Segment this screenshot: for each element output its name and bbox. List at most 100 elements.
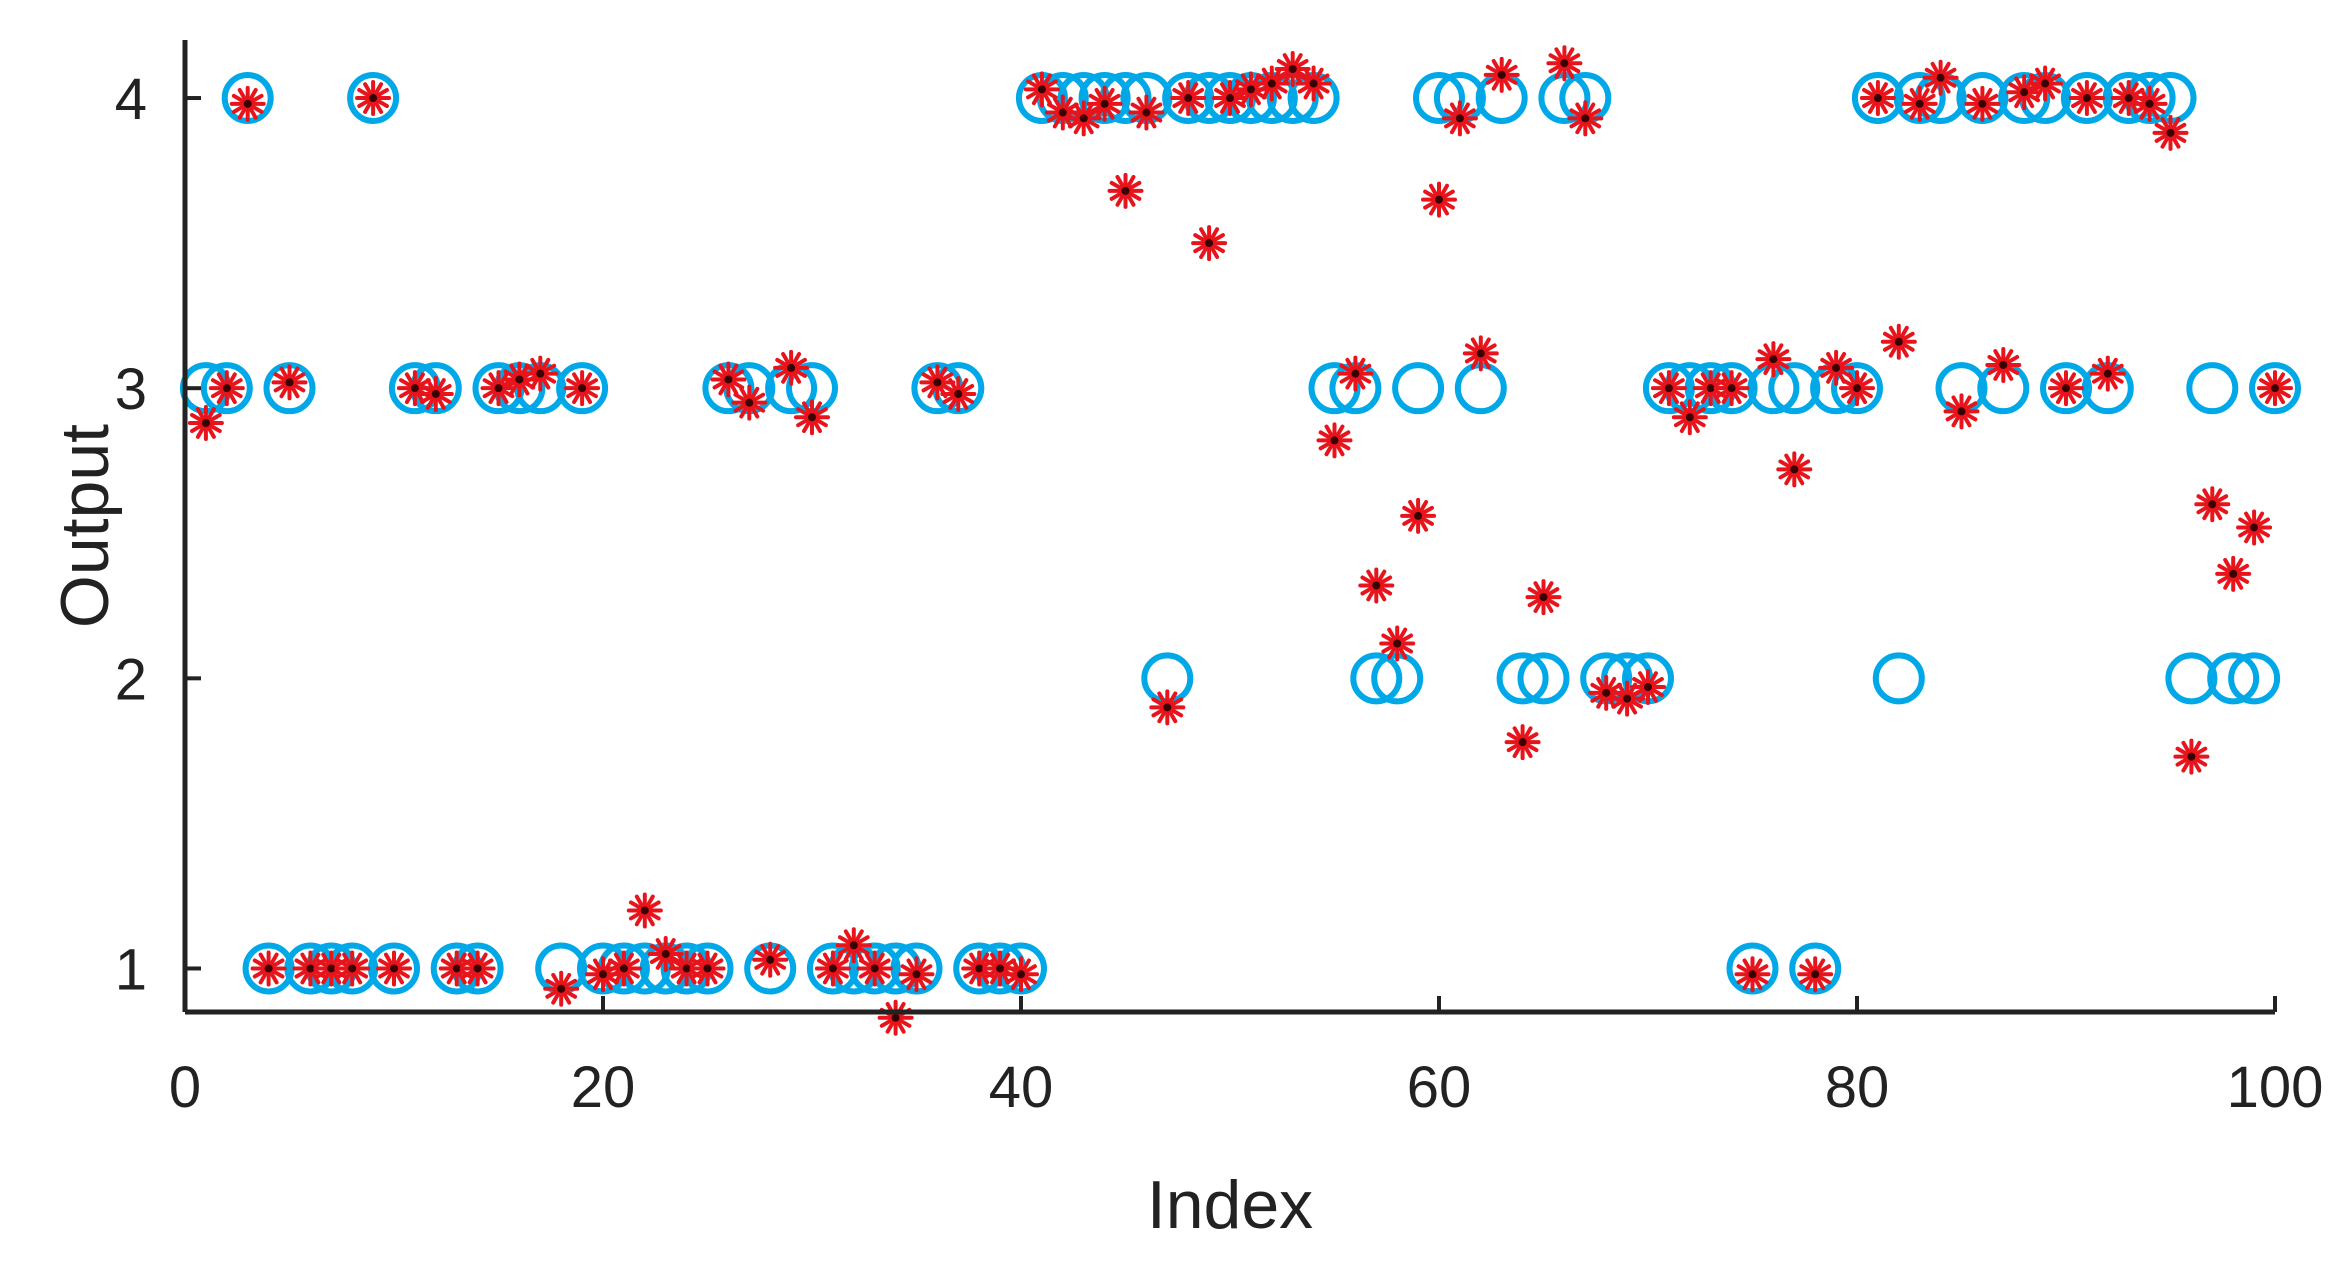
predicted-point [1546, 45, 1583, 82]
predicted-point [1462, 335, 1499, 372]
actual-point [1413, 72, 1465, 125]
actual-point [1642, 362, 1695, 415]
ticks: 0 20 40 60 80 100 1 2 3 4 [115, 67, 2324, 1120]
predicted-point [1630, 669, 1666, 706]
actual-point [2186, 362, 2239, 415]
actual-point [2040, 362, 2092, 415]
predicted-point [731, 384, 768, 421]
predicted-point [459, 950, 496, 987]
predicted-point [1358, 567, 1395, 604]
predicted-point [1901, 85, 1938, 122]
actual-series [179, 72, 2301, 995]
predicted-point [2257, 370, 2293, 407]
predicted-point [647, 935, 684, 972]
predicted-point [1880, 323, 1917, 360]
actual-point [200, 362, 253, 415]
x-tick-label: 40 [989, 1055, 1054, 1120]
predicted-point [1755, 341, 1792, 378]
predicted-point [355, 80, 392, 117]
actual-point [1768, 362, 1821, 415]
predicted-point [2110, 80, 2147, 117]
actual-point [848, 942, 901, 995]
predicted-point [2027, 65, 2064, 102]
actual-point [1851, 72, 1904, 125]
predicted-point [1212, 80, 1248, 117]
x-tick-label: 20 [571, 1055, 636, 1120]
y-tick-label: 1 [115, 937, 147, 1002]
predicted-point [2236, 509, 2273, 546]
predicted-point [1023, 71, 1060, 108]
predicted-point [1253, 65, 1290, 102]
predicted-point [689, 950, 726, 987]
predicted-point [1483, 56, 1520, 93]
actual-point [556, 362, 609, 415]
actual-point [1831, 362, 1883, 415]
predicted-point [1839, 370, 1875, 407]
actual-point [1872, 652, 1925, 705]
predicted-point [2048, 370, 2084, 407]
predicted-point [543, 970, 580, 1007]
actual-point [2207, 652, 2260, 705]
predicted-point [1086, 85, 1123, 122]
x-tick-label: 0 [169, 1055, 201, 1120]
predicted-point [2089, 355, 2126, 392]
predicted-point [1295, 65, 1332, 102]
predicted-point [1985, 346, 2022, 383]
predicted-point [1379, 625, 1416, 662]
predicted-point [668, 950, 705, 987]
predicted-point [271, 364, 308, 401]
predicted-point [480, 370, 517, 407]
predicted-point [1441, 100, 1478, 137]
predicted-point [1922, 59, 1959, 96]
actual-point [1392, 362, 1445, 415]
predicted-point [1400, 497, 1437, 534]
predicted-point [2173, 738, 2210, 775]
predicted-point [794, 399, 830, 436]
actual-point [1496, 652, 1549, 705]
predicted-point [1650, 370, 1687, 407]
predicted-point [2215, 555, 2252, 592]
predicted-point [376, 950, 412, 987]
predicted-point [940, 375, 977, 412]
predicted-point [1943, 393, 1980, 430]
x-tick-label: 60 [1407, 1055, 1472, 1120]
predicted-point [585, 956, 621, 993]
predicted-point [1776, 451, 1813, 488]
actual-point [2060, 72, 2113, 125]
predicted-point [417, 375, 454, 412]
y-axis-title: Output [47, 424, 123, 628]
actual-point [2165, 652, 2218, 705]
actual-point [368, 942, 420, 995]
predicted-point [1734, 956, 1771, 993]
predicted-point [2068, 80, 2105, 117]
predicted-point [898, 956, 935, 993]
predicted-point [1964, 85, 2001, 122]
predicted-point [564, 370, 601, 407]
predicted-point [1797, 956, 1834, 993]
actual-point [1204, 72, 1256, 125]
predicted-point [522, 355, 559, 392]
actual-point [1162, 72, 1215, 125]
predicted-point [1818, 349, 1855, 386]
actual-point [347, 72, 400, 125]
predicted-point [1859, 80, 1896, 117]
actual-point [806, 942, 859, 995]
x-tick-label: 100 [2227, 1055, 2324, 1120]
predicted-point [2152, 114, 2189, 151]
actual-point [2249, 362, 2301, 415]
y-tick-label: 4 [115, 67, 147, 132]
predicted-point [1191, 225, 1228, 262]
y-tick-label: 2 [115, 647, 147, 712]
predicted-point [877, 999, 914, 1036]
actual-point [2228, 652, 2281, 705]
x-tick-label: 80 [1825, 1055, 1890, 1120]
predicted-point [313, 950, 350, 987]
predicted-point [1274, 51, 1311, 88]
x-axis-title: Index [1147, 1167, 1313, 1243]
predicted-point [626, 892, 663, 929]
predicted-point [250, 950, 287, 987]
predicted-point [1316, 422, 1353, 459]
predicted-point [1713, 370, 1750, 407]
predicted-point [1567, 100, 1604, 137]
